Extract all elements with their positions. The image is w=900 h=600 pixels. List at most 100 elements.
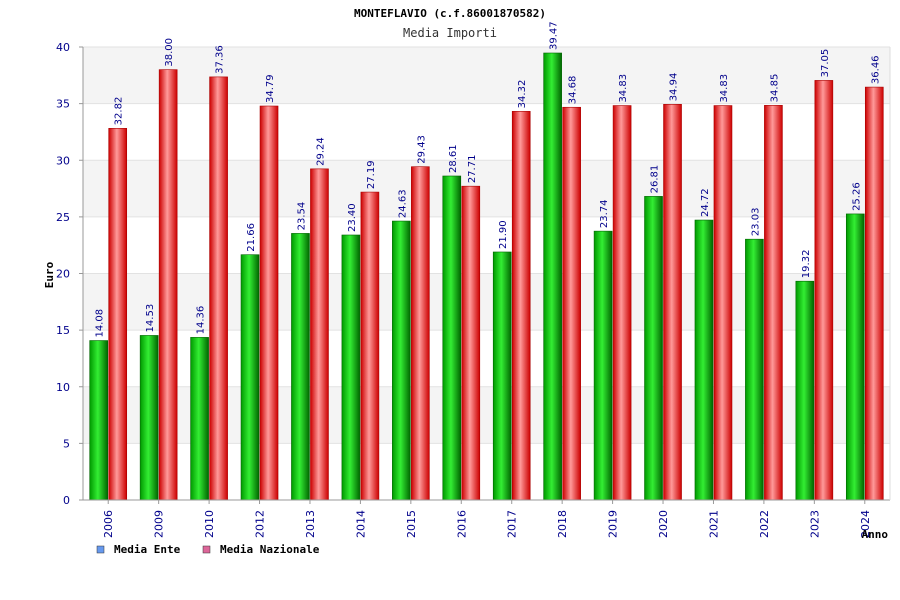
value-label-media-nazionale-2022: 34.85 xyxy=(769,74,780,103)
y-tick-label: 20 xyxy=(56,268,70,281)
bar-media-ente-2009 xyxy=(139,335,159,501)
bar-media-nazionale-2019 xyxy=(612,105,632,501)
value-label-media-nazionale-2012: 34.79 xyxy=(265,74,276,103)
value-label-media-ente-2020: 26.81 xyxy=(650,165,661,194)
value-label-media-nazionale-2013: 29.24 xyxy=(315,137,326,166)
x-tick-label-2022: 2022 xyxy=(758,510,771,538)
bar-media-nazionale-2014 xyxy=(360,191,380,501)
bar-media-ente-2017 xyxy=(492,251,512,501)
x-tick-label-2024: 2024 xyxy=(859,510,872,538)
x-tick-label-2006: 2006 xyxy=(102,510,115,538)
value-label-media-ente-2006: 14.08 xyxy=(95,309,106,338)
bar-media-nazionale-2022 xyxy=(764,105,783,501)
value-label-media-nazionale-2010: 37.36 xyxy=(215,45,226,74)
bar-media-nazionale-2006 xyxy=(108,128,128,501)
y-tick-labels: 0 5 10 15 20 25 30 35 40 xyxy=(56,41,70,507)
bar-media-nazionale-2017 xyxy=(511,111,531,501)
bar-media-ente-2019 xyxy=(593,230,613,501)
value-label-media-nazionale-2020: 34.94 xyxy=(669,73,680,102)
y-tick-label: 25 xyxy=(56,211,70,224)
bar-media-ente-2016 xyxy=(442,175,462,501)
y-tick-label: 0 xyxy=(63,494,70,507)
value-label-media-ente-2017: 21.90 xyxy=(498,220,509,249)
legend-swatch-media-ente xyxy=(96,545,105,554)
y-tick-label: 15 xyxy=(56,324,70,337)
value-label-media-ente-2023: 19.32 xyxy=(801,250,812,279)
value-label-media-nazionale-2018: 34.68 xyxy=(568,76,579,105)
value-label-media-nazionale-2021: 34.83 xyxy=(719,74,730,103)
bar-media-nazionale-2009 xyxy=(158,69,178,501)
bar-media-nazionale-2015 xyxy=(411,166,430,501)
value-label-media-nazionale-2006: 32.82 xyxy=(114,97,125,126)
value-label-media-nazionale-2023: 37.05 xyxy=(820,49,831,78)
value-label-media-nazionale-2019: 34.83 xyxy=(618,74,629,103)
bar-media-nazionale-2021 xyxy=(713,105,733,501)
bar-media-nazionale-2013 xyxy=(310,168,329,501)
bar-media-ente-2013 xyxy=(291,233,310,501)
x-tick-label-2014: 2014 xyxy=(354,510,367,538)
legend-swatch-media-nazionale xyxy=(202,545,211,554)
value-label-media-ente-2014: 23.40 xyxy=(347,203,358,232)
bar-media-nazionale-2012 xyxy=(259,105,279,501)
x-tick-label-2010: 2010 xyxy=(203,510,216,538)
y-tick-label: 10 xyxy=(56,381,70,394)
axes xyxy=(79,46,891,504)
x-axis-label: Anno xyxy=(862,528,889,541)
bar-media-nazionale-2024 xyxy=(864,86,884,501)
x-tick-label-2012: 2012 xyxy=(254,510,267,538)
y-tick-label: 35 xyxy=(56,98,70,111)
value-label-media-nazionale-2014: 27.19 xyxy=(366,160,377,189)
value-labels: 14.08 32.82 14.53 38.00 14.36 37.36 21.66 34.79… xyxy=(95,21,882,337)
legend-label-media-ente: Media Ente xyxy=(114,543,181,556)
value-label-media-nazionale-2017: 34.32 xyxy=(517,80,528,109)
bar-media-ente-2021 xyxy=(694,219,714,501)
value-label-media-ente-2013: 23.54 xyxy=(296,202,307,231)
value-label-media-ente-2021: 24.72 xyxy=(700,188,711,217)
bar-media-ente-2006 xyxy=(89,340,109,501)
bar-media-ente-2022 xyxy=(745,238,764,501)
value-label-media-ente-2018: 39.47 xyxy=(549,21,560,50)
value-label-media-ente-2015: 24.63 xyxy=(397,189,408,218)
bar-media-ente-2010 xyxy=(190,337,209,501)
x-tick-label-2013: 2013 xyxy=(304,510,317,538)
value-label-media-nazionale-2016: 27.71 xyxy=(467,155,478,184)
value-label-media-ente-2022: 23.03 xyxy=(750,208,761,237)
y-tick-label: 40 xyxy=(56,41,70,54)
bar-media-nazionale-2020 xyxy=(663,104,682,501)
x-tick-label-2019: 2019 xyxy=(607,510,620,538)
value-label-media-ente-2024: 25.26 xyxy=(851,182,862,211)
x-tick-label-2016: 2016 xyxy=(455,510,468,538)
value-label-media-nazionale-2024: 36.46 xyxy=(870,55,881,84)
bar-media-nazionale-2018 xyxy=(562,106,581,501)
x-tick-label-2009: 2009 xyxy=(153,510,166,538)
bar-media-nazionale-2010 xyxy=(209,76,228,501)
x-tick-labels: 2006 2009 2010 2012 2013 2014 2015 2016 2017 2018… xyxy=(102,510,872,538)
bar-media-ente-2014 xyxy=(341,234,361,501)
bar-media-nazionale-2016 xyxy=(461,185,481,501)
value-label-media-ente-2009: 14.53 xyxy=(145,304,156,333)
bar-media-ente-2012 xyxy=(240,254,260,501)
x-tick-label-2018: 2018 xyxy=(556,510,569,538)
value-label-media-ente-2012: 21.66 xyxy=(246,223,257,252)
x-tick-label-2021: 2021 xyxy=(707,510,720,538)
x-tick-label-2020: 2020 xyxy=(657,510,670,538)
value-label-media-nazionale-2009: 38.00 xyxy=(164,38,175,67)
y-axis-label: Euro xyxy=(43,261,56,288)
value-label-media-ente-2019: 23.74 xyxy=(599,200,610,229)
chart-title: MONTEFLAVIO (c.f.86001870582) xyxy=(354,7,546,20)
y-tick-label: 30 xyxy=(56,154,70,167)
legend: Media Ente Media Nazionale xyxy=(96,543,320,556)
legend-label-media-nazionale: Media Nazionale xyxy=(220,543,320,556)
x-tick-label-2015: 2015 xyxy=(405,510,418,538)
value-label-media-ente-2010: 14.36 xyxy=(196,306,207,335)
x-tick-label-2017: 2017 xyxy=(506,510,519,538)
value-label-media-nazionale-2015: 29.43 xyxy=(416,135,427,164)
bar-media-ente-2023 xyxy=(795,280,815,501)
bar-media-nazionale-2023 xyxy=(814,80,834,501)
bar-marks xyxy=(89,52,884,501)
x-tick-label-2023: 2023 xyxy=(808,510,821,538)
bar-media-ente-2020 xyxy=(644,196,663,501)
bar-media-ente-2015 xyxy=(392,220,411,501)
bar-media-ente-2024 xyxy=(845,213,865,501)
